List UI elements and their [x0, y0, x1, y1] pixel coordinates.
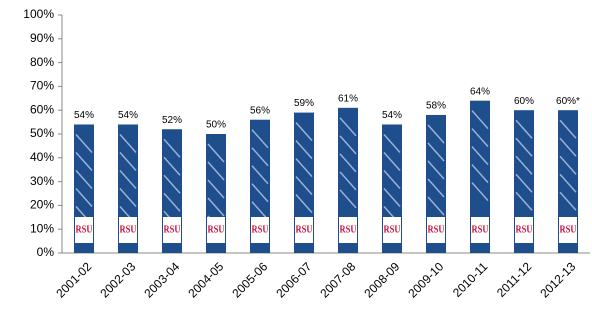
value-label: 56%	[250, 105, 270, 116]
x-tick-label: 2012-13	[537, 259, 578, 300]
y-tick-label: 100%	[23, 7, 54, 21]
bar-logo: RSU	[560, 224, 577, 236]
bar-logo: RSU	[164, 224, 181, 236]
y-tick-label: 60%	[30, 102, 54, 116]
y-tick-label: 20%	[30, 198, 54, 212]
chart: 0% 10% 20% 30% 40% 50% 60% 70% 80% 90% 100% 2001-02…	[0, 0, 592, 316]
x-tick-label: 2007-08	[317, 259, 358, 300]
x-tick-label: 2004-05	[185, 259, 226, 300]
bar-logo: RSU	[120, 224, 137, 236]
bar-logo: RSU	[516, 224, 533, 236]
x-tick-label: 2006-07	[273, 259, 314, 300]
value-label: 60%	[514, 96, 534, 107]
value-label: 54%	[382, 110, 402, 121]
value-label: 64%	[470, 86, 490, 97]
y-tick-label: 30%	[30, 174, 54, 188]
value-label: 52%	[162, 115, 182, 126]
value-label: 54%	[118, 110, 138, 121]
bar-logo: RSU	[208, 224, 225, 236]
value-label: 60%*	[556, 96, 580, 107]
y-tick-label: 70%	[30, 79, 54, 93]
y-tick-label: 0%	[37, 245, 55, 259]
value-label: 54%	[74, 110, 94, 121]
bar-logo: RSU	[472, 224, 489, 236]
value-label: 58%	[426, 101, 446, 112]
x-tick-label: 2005-06	[229, 259, 270, 300]
x-tick-label: 2002-03	[97, 259, 138, 300]
x-tick-label: 2011-12	[494, 259, 535, 300]
value-label: 61%	[338, 93, 358, 104]
bar-logo: RSU	[384, 224, 401, 236]
value-label: 59%	[294, 98, 314, 109]
bar-logo: RSU	[296, 224, 313, 236]
y-tick-label: 40%	[30, 150, 54, 164]
x-tick-label: 2009-10	[405, 259, 446, 300]
x-tick-label: 2010-11	[450, 259, 491, 300]
y-tick-label: 80%	[30, 55, 54, 69]
x-tick-label: 2003-04	[141, 259, 182, 300]
value-label: 50%	[206, 120, 226, 131]
bar-logo: RSU	[76, 224, 93, 236]
y-tick-label: 10%	[30, 221, 54, 235]
bar-logo: RSU	[428, 224, 445, 236]
y-tick-label: 50%	[30, 126, 54, 140]
bar-logo: RSU	[340, 224, 357, 236]
x-tick-label: 2001-02	[53, 259, 94, 300]
bar-logo: RSU	[252, 224, 269, 236]
x-tick-label: 2008-09	[361, 259, 402, 300]
y-tick-label: 90%	[30, 31, 54, 45]
